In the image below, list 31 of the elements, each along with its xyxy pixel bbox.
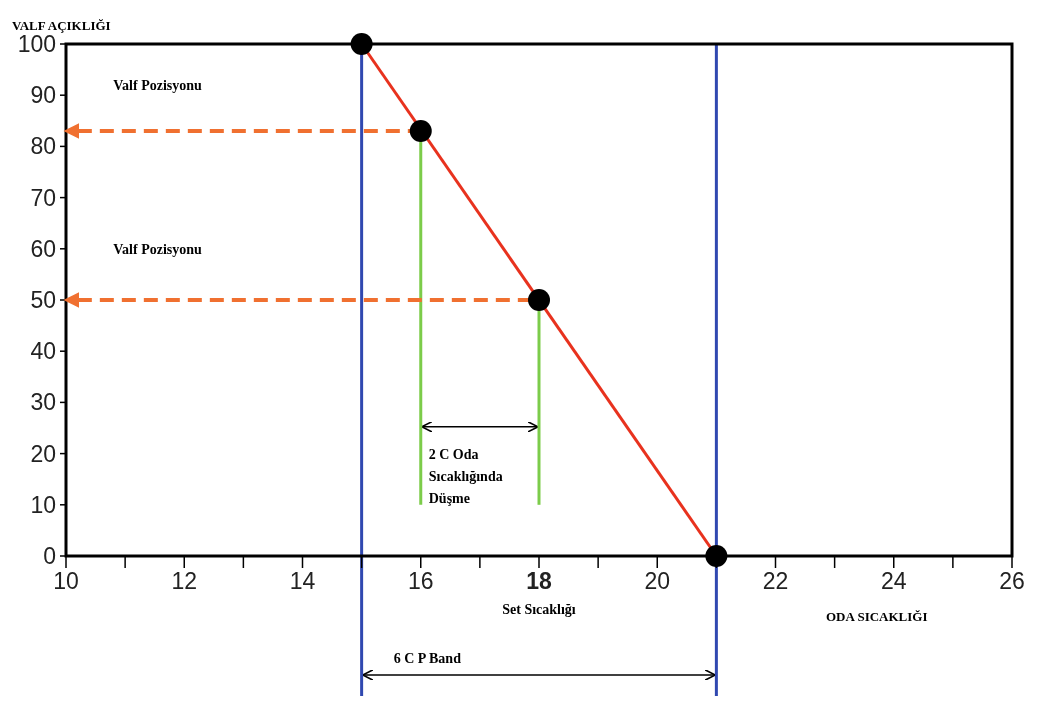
x-tick-label: 20 bbox=[644, 568, 671, 594]
text: 6 C P Band bbox=[393, 651, 462, 666]
y-axis-title: VALF AÇIKLIĞI bbox=[12, 18, 111, 33]
x-tick-label: 24 bbox=[880, 568, 907, 594]
point bbox=[528, 289, 550, 311]
x-tick-label: 26 bbox=[999, 568, 1025, 594]
y-tick-label: 90 bbox=[30, 82, 56, 109]
annotation: Valf Pozisyonu bbox=[113, 78, 203, 94]
x-tick-label: 22 bbox=[762, 568, 789, 594]
point bbox=[705, 545, 728, 567]
y-tick-label: 40 bbox=[30, 338, 56, 365]
y-tick-label: 60 bbox=[30, 235, 56, 262]
y-tick-label: 70 bbox=[30, 184, 56, 211]
y-tick-label: 20 bbox=[30, 440, 56, 467]
annotation: Valf Pozisyonu bbox=[113, 241, 203, 257]
y-tick-label: 30 bbox=[30, 389, 56, 416]
x-axis-title: ODA SICAKLIĞI bbox=[826, 609, 928, 624]
point bbox=[409, 120, 432, 143]
x-tick-label: 16 bbox=[407, 568, 434, 594]
point bbox=[350, 33, 373, 55]
annotation: 2 C Oda Sıcaklığında Düşme bbox=[428, 446, 503, 506]
x-tick-label: 18 bbox=[526, 568, 552, 594]
y-tick-label: 50 bbox=[30, 287, 56, 313]
y-tick-label: 80 bbox=[30, 133, 56, 160]
x-tick-label: 14 bbox=[289, 568, 316, 594]
y-tick-label: 0 bbox=[43, 543, 56, 569]
x-tick-label: 10 bbox=[53, 568, 79, 594]
y-tick-label: 100 bbox=[17, 31, 56, 57]
y-tick-label: 10 bbox=[30, 491, 56, 518]
text: Set Sıcaklığı bbox=[502, 602, 576, 617]
x-tick-label: 12 bbox=[171, 568, 198, 594]
